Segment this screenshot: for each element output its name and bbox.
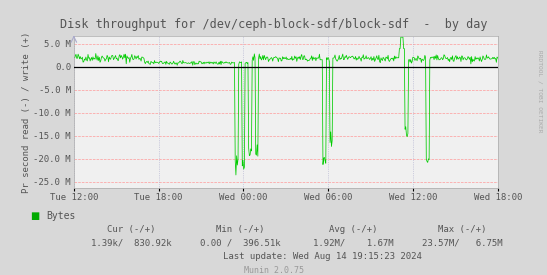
Text: Munin 2.0.75: Munin 2.0.75: [243, 266, 304, 274]
Text: 1.39k/  830.92k: 1.39k/ 830.92k: [91, 239, 172, 248]
Text: 23.57M/   6.75M: 23.57M/ 6.75M: [422, 239, 503, 248]
Text: Bytes: Bytes: [46, 211, 76, 221]
Text: RRDTOOL / TOBI OETIKER: RRDTOOL / TOBI OETIKER: [538, 50, 543, 132]
Text: 1.92M/    1.67M: 1.92M/ 1.67M: [312, 239, 393, 248]
Text: 0.00 /  396.51k: 0.00 / 396.51k: [200, 239, 281, 248]
Text: Min (-/+): Min (-/+): [217, 225, 265, 234]
Text: ■: ■: [30, 211, 39, 221]
Text: Avg (-/+): Avg (-/+): [329, 225, 377, 234]
Text: Disk throughput for /dev/ceph-block-sdf/block-sdf  -  by day: Disk throughput for /dev/ceph-block-sdf/…: [60, 18, 487, 31]
Text: Last update: Wed Aug 14 19:15:23 2024: Last update: Wed Aug 14 19:15:23 2024: [223, 252, 422, 261]
Text: Cur (-/+): Cur (-/+): [107, 225, 155, 234]
Text: Max (-/+): Max (-/+): [438, 225, 486, 234]
Y-axis label: Pr second read (-) / write (+): Pr second read (-) / write (+): [22, 31, 31, 193]
